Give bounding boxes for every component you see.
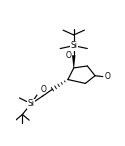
Text: Si: Si: [28, 99, 35, 108]
Text: O: O: [104, 72, 110, 81]
Polygon shape: [72, 55, 76, 68]
Text: O: O: [40, 85, 46, 94]
Text: O: O: [66, 51, 71, 60]
Text: Si: Si: [70, 41, 77, 50]
